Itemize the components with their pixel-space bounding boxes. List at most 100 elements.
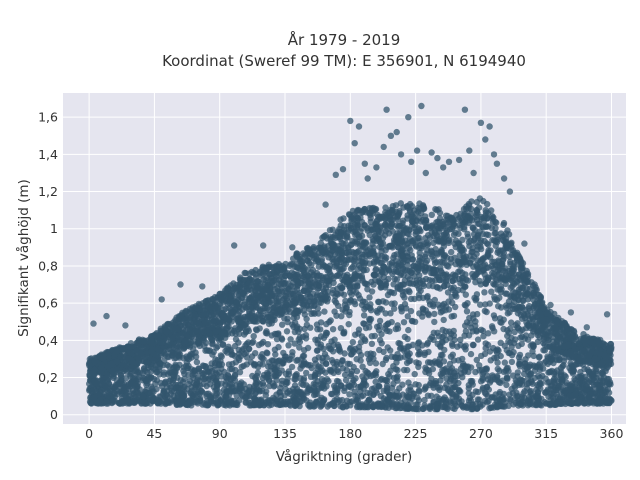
data-point [412, 401, 420, 408]
data-point [214, 394, 222, 401]
data-point [424, 392, 432, 399]
data-point [206, 393, 214, 400]
data-point [208, 360, 215, 367]
data-point [345, 321, 352, 328]
data-point [559, 377, 566, 385]
data-point [395, 392, 403, 399]
data-point [526, 396, 533, 403]
data-point [207, 398, 215, 405]
chart-title-line1: År 1979 - 2019 [288, 30, 401, 49]
data-point [366, 294, 373, 301]
data-point [214, 343, 221, 350]
data-point [457, 341, 464, 349]
data-point [340, 330, 348, 337]
data-point [534, 388, 541, 396]
data-point [415, 387, 422, 394]
data-point [316, 396, 323, 404]
data-point [115, 380, 123, 388]
data-point [457, 336, 464, 343]
data-point [448, 330, 455, 338]
data-point [521, 388, 528, 395]
data-point [572, 380, 579, 387]
data-point [187, 339, 195, 346]
data-point [536, 360, 543, 367]
data-point [93, 380, 101, 388]
data-point [299, 352, 307, 360]
data-point [134, 388, 141, 395]
data-point [546, 358, 554, 366]
data-point [463, 308, 471, 315]
data-point [308, 261, 315, 269]
data-point [288, 352, 296, 359]
data-point [482, 345, 489, 352]
data-point [288, 363, 296, 371]
data-point [472, 279, 479, 286]
data-point [428, 403, 435, 410]
data-point [370, 401, 378, 408]
data-point [229, 401, 237, 408]
data-point [292, 402, 299, 409]
data-point [396, 385, 403, 392]
data-point [500, 396, 507, 404]
data-point [343, 397, 351, 404]
data-point [199, 374, 206, 381]
data-point [440, 316, 447, 324]
data-point [394, 268, 401, 275]
data-point [102, 383, 110, 391]
data-point [236, 380, 243, 388]
data-point [318, 383, 326, 391]
data-point [581, 400, 589, 407]
data-point [566, 382, 573, 389]
data-point [516, 361, 524, 368]
data-point [485, 330, 492, 337]
data-point [229, 351, 236, 358]
data-point [504, 327, 511, 334]
data-point [368, 340, 376, 347]
data-point [329, 391, 336, 398]
data-point [242, 328, 250, 335]
data-point [448, 313, 455, 320]
data-point [406, 350, 413, 357]
data-point [330, 341, 337, 349]
data-point [272, 400, 279, 407]
data-point [287, 336, 294, 343]
data-point [343, 366, 350, 374]
data-point [441, 394, 448, 401]
data-point [388, 289, 395, 296]
data-point [538, 380, 545, 387]
data-point [455, 399, 463, 406]
data-point [387, 310, 394, 317]
data-point [590, 400, 597, 407]
data-point [602, 386, 609, 393]
data-point [405, 394, 412, 401]
data-point [596, 395, 603, 402]
data-point [525, 352, 532, 359]
data-point [449, 342, 456, 349]
data-point [359, 363, 366, 370]
data-point [394, 351, 401, 358]
data-point [550, 378, 558, 386]
data-point [196, 368, 203, 375]
data-point [240, 362, 247, 370]
data-point [405, 343, 413, 350]
data-point [346, 360, 353, 368]
data-point [171, 355, 178, 362]
data-point [270, 373, 277, 380]
data-point [441, 346, 448, 354]
data-point [499, 247, 507, 254]
data-point [282, 400, 290, 408]
data-point [473, 208, 481, 216]
data-point [585, 368, 593, 376]
data-point [266, 397, 273, 404]
data-point [421, 396, 428, 404]
data-point [508, 358, 516, 366]
data-point [512, 395, 519, 402]
data-point [347, 265, 355, 272]
data-point [504, 310, 511, 317]
data-point [511, 328, 518, 336]
data-point [435, 301, 442, 308]
data-point [536, 353, 543, 360]
data-point [500, 221, 507, 228]
data-point [389, 270, 396, 278]
data-point [479, 376, 486, 383]
